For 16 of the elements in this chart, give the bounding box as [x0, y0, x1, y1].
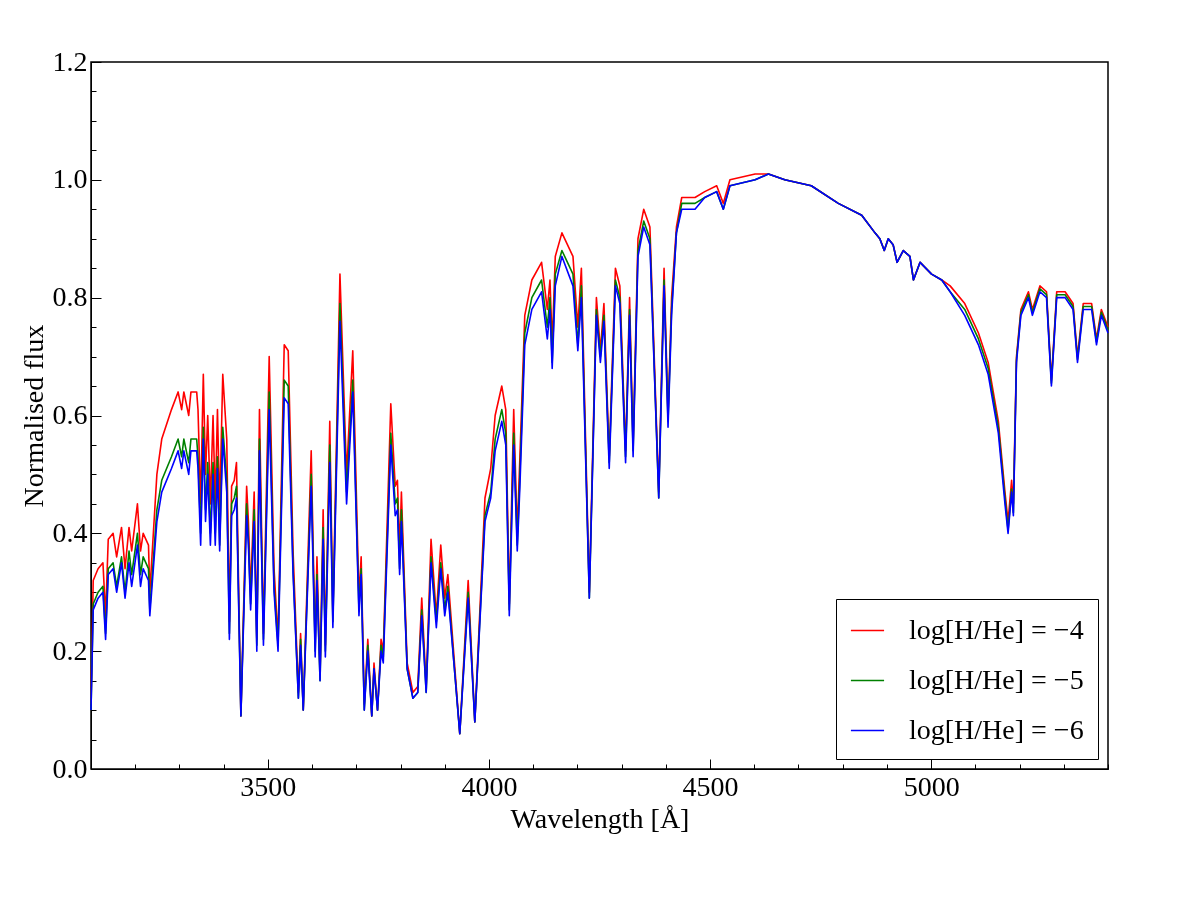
legend-label: log[H/He] = −5: [909, 663, 1084, 695]
legend-label: log[H/He] = −6: [909, 713, 1084, 745]
x-axis-title: Wavelength [Å]: [510, 802, 690, 834]
x-tick-label: 3500: [240, 770, 297, 802]
y-tick-label: 0.2: [52, 634, 88, 666]
legend-label: log[H/He] = −4: [909, 613, 1084, 645]
y-tick-label: 0.0: [52, 752, 88, 784]
y-tick-label: 0.6: [52, 399, 88, 430]
y-tick-label: 0.8: [52, 281, 88, 313]
x-tick-label: 5000: [903, 770, 960, 802]
y-tick-label: 1.0: [52, 163, 88, 195]
x-tick-label: 4000: [461, 770, 518, 802]
x-tick-label: 4500: [682, 770, 739, 802]
y-axis-title: Normalised flux: [17, 324, 49, 508]
y-tick-label: 1.2: [52, 45, 88, 77]
y-tick-label: 0.4: [52, 516, 88, 548]
